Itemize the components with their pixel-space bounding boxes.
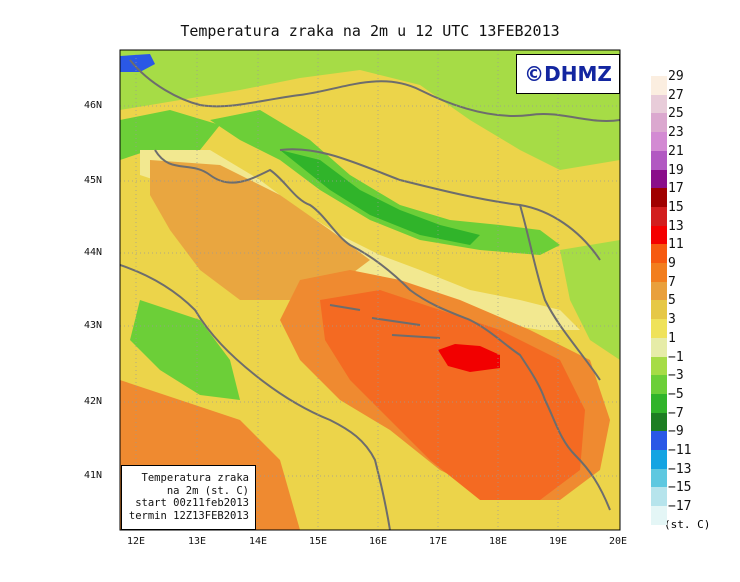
- colorbar-label: 27: [668, 87, 684, 103]
- colorbar-segment: [651, 356, 667, 376]
- colorbar-label: 17: [668, 181, 684, 197]
- colorbar-segment: [651, 150, 667, 170]
- colorbar-segment: [651, 244, 667, 264]
- colorbar-segment: [651, 76, 667, 96]
- bosnia-border: [519, 204, 601, 381]
- colorbar-segment: [651, 188, 667, 208]
- colorbar-segment: [651, 113, 667, 133]
- colorbar-label: 23: [668, 125, 684, 141]
- colorbar-label: 7: [668, 274, 676, 290]
- field-blue-corner: [120, 54, 155, 72]
- croatia-coast: [154, 149, 611, 511]
- colorbar-segment: [651, 94, 667, 114]
- colorbar-segment: [651, 319, 667, 339]
- colorbar-label: 25: [668, 106, 684, 122]
- north-border: [129, 59, 620, 122]
- islands: [329, 304, 441, 339]
- colorbar-label: −13: [668, 461, 692, 477]
- colorbar-segment: [651, 412, 667, 432]
- colorbar-segment: [651, 206, 667, 227]
- field-east-green: [560, 240, 620, 360]
- colorbar-segment: [651, 468, 667, 488]
- colorbar-label: 15: [668, 199, 684, 215]
- colorbar-segment: [651, 337, 667, 357]
- inland-border: [279, 148, 601, 261]
- colorbar-segment: [651, 169, 667, 189]
- colorbar-label: 29: [668, 69, 684, 84]
- temperature-field: [120, 50, 620, 530]
- colorbar-label: −9: [668, 424, 684, 440]
- colorbar-segment: [651, 281, 667, 301]
- colorbar-label: −7: [668, 405, 684, 421]
- colorbar-label: −11: [668, 443, 692, 458]
- colorbar-segment: [651, 450, 667, 470]
- field-green-nw: [120, 110, 220, 160]
- colorbar-segment: [651, 393, 667, 414]
- colorbar-segment: [651, 431, 667, 451]
- info-line: na 2m (st. C): [166, 484, 249, 497]
- field-italy-green: [130, 300, 240, 400]
- field-dark-green-belt: [280, 150, 480, 245]
- field-south-warm-orange: [320, 290, 585, 500]
- info-line: Temperatura zraka: [141, 472, 249, 484]
- colorbar-label: 11: [668, 237, 684, 253]
- map-title: Temperatura zraka na 2m u 12 UTC 13FEB20…: [180, 22, 560, 40]
- y-tick: 43N: [84, 320, 103, 331]
- x-tick: 13E: [187, 536, 207, 547]
- y-tick: 41N: [84, 470, 103, 481]
- y-tick: 45N: [84, 175, 103, 186]
- coastlines: [120, 59, 620, 530]
- colorbar-label: −1: [668, 349, 684, 365]
- x-tick: 20E: [608, 536, 628, 547]
- y-tick: 42N: [84, 396, 103, 407]
- colorbar-label: 3: [668, 312, 676, 328]
- colorbar-segment: [651, 506, 667, 526]
- field-green-belt: [210, 110, 560, 255]
- x-tick: 12E: [126, 536, 146, 547]
- colorbar-label: 1: [668, 330, 676, 346]
- x-tick: 14E: [248, 536, 268, 547]
- field-adriatic-light-orange: [150, 160, 370, 300]
- colorbar-label: 9: [668, 256, 676, 271]
- field-red-hotspot: [438, 344, 500, 372]
- forecast-info-box: Temperatura zraka na 2m (st. C) start 00…: [121, 465, 256, 530]
- info-line: termin 12Z13FEB2013: [128, 509, 249, 522]
- colorbar-segment: [651, 375, 667, 395]
- colorbar-segment: [651, 225, 667, 245]
- dhmz-logo: ©DHMZ: [516, 54, 620, 94]
- grid-lines: [120, 50, 620, 530]
- colorbar-label: 5: [668, 293, 676, 309]
- colorbar-units: (st. C): [664, 518, 711, 531]
- x-tick: 16E: [368, 536, 388, 547]
- y-tick: 44N: [84, 247, 103, 258]
- colorbar-segment: [651, 132, 667, 152]
- colorbar-label: −5: [668, 386, 684, 402]
- colorbar-label: −15: [668, 480, 692, 496]
- info-line: start 00z11feb2013: [135, 497, 249, 509]
- italy-coast: [120, 264, 391, 530]
- x-tick: 15E: [308, 536, 328, 547]
- plot-frame: [119, 49, 621, 531]
- colorbar-segment: [651, 487, 667, 507]
- colorbar-label: −17: [668, 499, 692, 515]
- colorbar-label: −3: [668, 368, 684, 384]
- colorbar-segment: [651, 300, 667, 320]
- x-tick: 17E: [428, 536, 448, 547]
- colorbar-segment: [651, 263, 667, 283]
- y-tick: 46N: [84, 100, 103, 111]
- field-north-light-green: [120, 50, 620, 170]
- colorbar-label: 21: [668, 143, 684, 159]
- x-tick: 19E: [548, 536, 568, 547]
- colorbar-label: 13: [668, 218, 684, 234]
- colorbar-label: 19: [668, 162, 684, 178]
- x-tick: 18E: [488, 536, 508, 547]
